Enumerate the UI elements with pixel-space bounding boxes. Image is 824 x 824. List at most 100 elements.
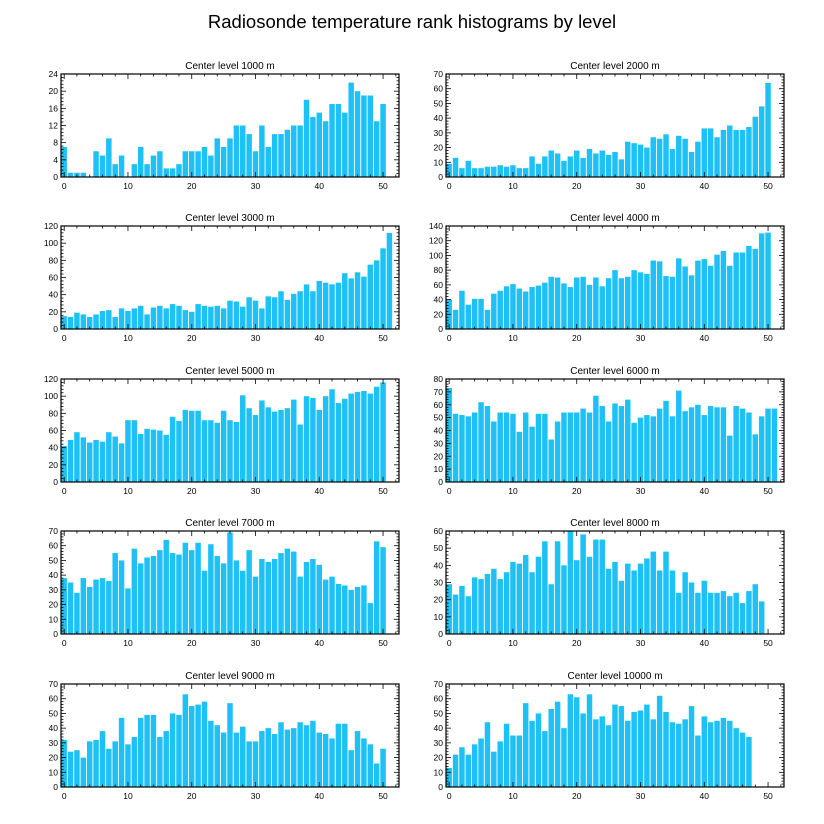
x-tick-label: 30 (251, 638, 261, 648)
histogram-bar (240, 306, 246, 329)
histogram-bar (61, 146, 67, 177)
histogram-bar (118, 155, 125, 177)
y-tick-label: 12 (49, 121, 59, 131)
histogram-bar (322, 282, 329, 329)
histogram-bar (284, 299, 291, 329)
histogram-bar (593, 153, 599, 177)
histogram-bar (535, 163, 542, 177)
x-tick-label: 0 (62, 638, 67, 648)
histogram-bar (644, 558, 650, 634)
histogram-bar (758, 106, 765, 177)
x-tick-label: 50 (763, 181, 773, 191)
histogram-bar (471, 298, 478, 329)
x-tick-label: 30 (251, 791, 261, 801)
histogram-bar (208, 544, 214, 634)
histogram-bar (695, 735, 701, 787)
histogram-bar (291, 125, 297, 177)
histogram-bar (361, 95, 367, 177)
y-tick-label: 10 (434, 612, 444, 622)
y-tick-label: 30 (434, 128, 444, 138)
y-tick-label: 60 (434, 526, 444, 536)
histogram-bar (746, 245, 752, 329)
histogram-bar (67, 582, 74, 634)
histogram-bar (246, 134, 252, 177)
x-tick-label: 0 (447, 181, 452, 191)
histogram-bar (310, 291, 316, 329)
histogram-bar (720, 591, 727, 634)
histogram-bar (329, 104, 335, 177)
histogram-bar (637, 272, 644, 329)
histogram-bar (188, 706, 195, 787)
y-tick-label: 20 (434, 309, 444, 319)
histogram-bar (522, 291, 529, 329)
histogram-bar (265, 296, 271, 329)
x-tick-label: 10 (508, 181, 518, 191)
histogram-bar (503, 286, 510, 329)
histogram-bar (529, 287, 535, 329)
histogram-bar (452, 157, 459, 177)
histogram-bar (125, 420, 131, 482)
histogram-bar (535, 285, 542, 329)
histogram-bar (650, 260, 656, 329)
histogram-bar (61, 445, 67, 482)
histogram-bar (561, 728, 567, 787)
histogram-bar (144, 428, 150, 482)
histogram-bar (733, 728, 739, 787)
histogram-bar (329, 576, 335, 634)
histogram-bar (380, 248, 386, 329)
histogram-bar (580, 534, 586, 634)
x-tick-label: 0 (62, 181, 67, 191)
y-tick-label: 40 (49, 290, 59, 300)
histogram-bar (348, 82, 354, 177)
histogram-bar (131, 736, 138, 787)
histogram-bar (144, 714, 150, 787)
histogram-bar (612, 151, 618, 177)
histogram-bar (625, 141, 631, 177)
y-tick-label: 70 (434, 679, 444, 689)
histogram-bar (535, 713, 542, 787)
histogram-bar (701, 259, 708, 329)
histogram-bar (682, 719, 688, 787)
histogram-bar (195, 151, 201, 177)
histogram-bar (195, 542, 201, 634)
histogram-bar (67, 172, 74, 177)
histogram-bar (491, 293, 497, 329)
y-tick-label: 10 (434, 157, 444, 167)
histogram-bar (733, 592, 739, 634)
y-tick-label: 120 (429, 236, 443, 246)
y-tick-label: 0 (53, 782, 58, 792)
histogram-panel: Center level 6000 m 0 10 20 30 40 50 60 70 80 0 10 2… (434, 366, 785, 496)
histogram-bar (240, 726, 246, 787)
histogram-bar (599, 406, 605, 482)
histogram-bar (631, 270, 637, 329)
x-tick-label: 40 (700, 791, 710, 801)
x-tick-label: 0 (447, 791, 452, 801)
y-tick-label: 120 (44, 374, 58, 384)
histogram-bar (542, 156, 548, 177)
histogram-bar (131, 308, 138, 329)
histogram-bar (758, 233, 765, 329)
histogram-bar (586, 694, 593, 787)
histogram-bar (637, 563, 644, 634)
histogram-bar (548, 276, 554, 329)
histogram-bar (720, 251, 727, 329)
histogram-bar (465, 160, 472, 177)
x-tick-label: 0 (447, 486, 452, 496)
histogram-bar (271, 734, 278, 787)
histogram-bar (361, 391, 367, 482)
histogram-bar (354, 731, 361, 787)
histogram-bar (542, 413, 548, 482)
histogram-bar (573, 697, 580, 787)
histogram-bar (542, 282, 548, 329)
histogram-bar (201, 146, 208, 177)
y-tick-label: 0 (438, 629, 443, 639)
y-tick-label: 30 (49, 738, 59, 748)
y-tick-label: 24 (49, 69, 59, 79)
histogram-bar (176, 305, 182, 329)
histogram-bar (367, 603, 374, 634)
x-tick-label: 20 (187, 638, 197, 648)
histogram-bar (144, 164, 150, 178)
histogram-bar (182, 694, 189, 787)
histogram-bar (656, 570, 663, 634)
y-tick-label: 10 (49, 614, 59, 624)
